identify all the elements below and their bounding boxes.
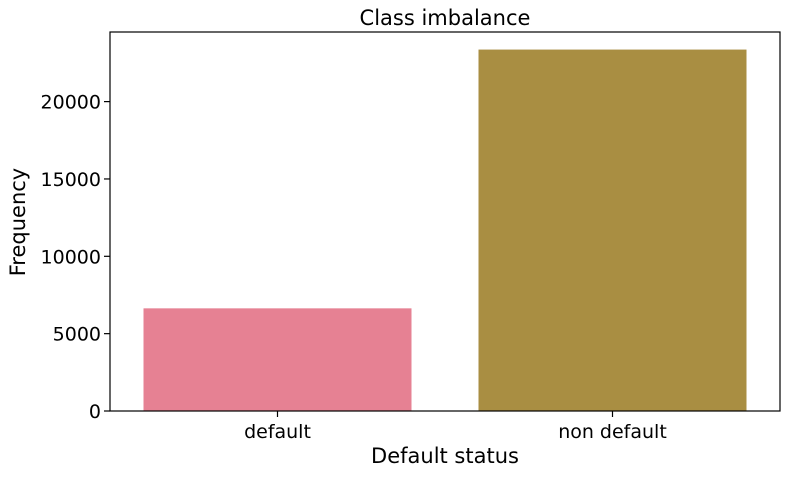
bars-layer — [143, 49, 747, 412]
y-tick-label: 10000 — [41, 246, 101, 268]
bar-non-default — [478, 49, 747, 412]
x-tick-label: non default — [558, 421, 667, 443]
y-axis-label: Frequency — [6, 168, 30, 277]
bar-default — [143, 308, 412, 411]
chart-title: Class imbalance — [360, 6, 531, 30]
y-tick-label: 5000 — [53, 324, 101, 346]
x-tick-label: default — [244, 421, 311, 443]
y-axis-ticks: 0 5000 10000 15000 20000 — [41, 92, 110, 423]
y-tick-label: 15000 — [41, 169, 101, 191]
plot-frame — [109, 31, 781, 412]
y-tick-label: 20000 — [41, 92, 101, 114]
x-axis-label: Default status — [371, 444, 519, 468]
y-tick-label: 0 — [89, 401, 101, 423]
x-axis-ticks: default non default — [244, 411, 667, 443]
